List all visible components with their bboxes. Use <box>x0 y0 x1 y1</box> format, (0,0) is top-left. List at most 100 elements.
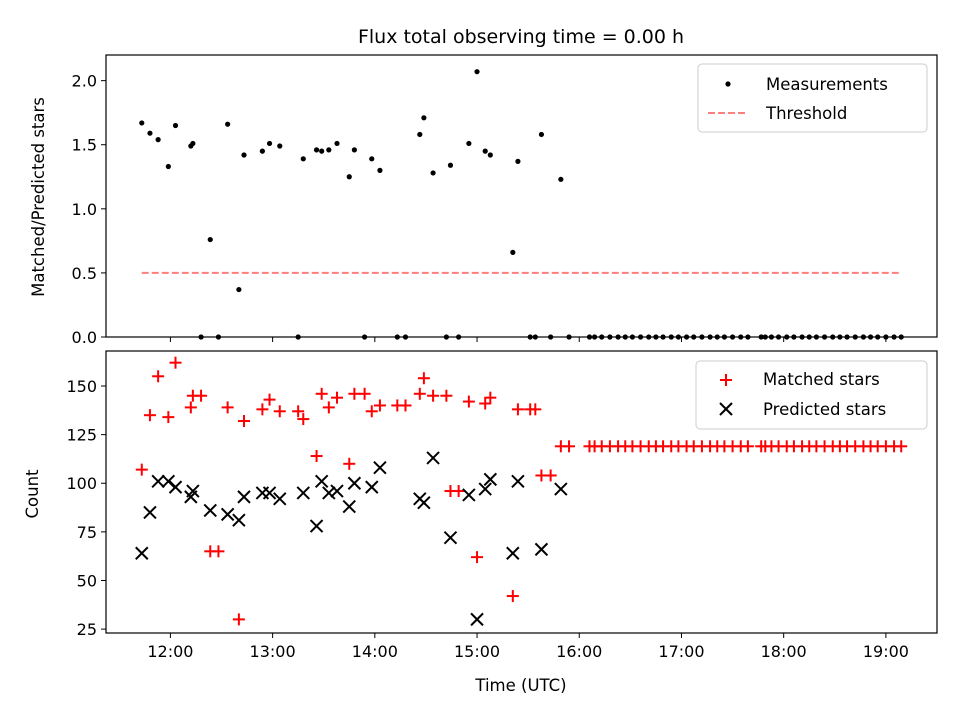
bottom-y-axis-label: Count <box>23 469 42 519</box>
y-tick-label: 100 <box>66 474 97 493</box>
data-point <box>351 147 357 153</box>
data-point <box>152 370 165 383</box>
x-tick-label: 19:00 <box>863 642 909 661</box>
data-point <box>232 513 246 527</box>
y-tick-label: 1.0 <box>72 200 97 219</box>
series-predicted-stars <box>135 451 568 627</box>
legend-predicted-marker <box>719 402 733 416</box>
data-point <box>292 405 305 418</box>
bottom-legend: Matched stars Predicted stars <box>695 360 928 430</box>
y-tick-label: 1.5 <box>72 136 97 155</box>
chart-title: Flux total observing time = 0.00 h <box>358 26 684 48</box>
data-point <box>377 167 383 173</box>
data-point <box>373 399 386 412</box>
data-point <box>343 457 356 470</box>
data-point <box>358 387 371 400</box>
data-point <box>263 393 276 406</box>
y-tick-label: 50 <box>77 571 97 590</box>
data-point <box>417 372 430 385</box>
data-point <box>470 612 484 627</box>
data-point <box>169 356 182 369</box>
legend-threshold-label: Threshold <box>765 104 847 123</box>
axes-frame <box>105 54 938 338</box>
x-axis-ticks: 12:00 13:00 14:00 15:00 16:00 17:00 18:00 19:00 <box>147 633 909 661</box>
data-point <box>538 131 545 138</box>
data-point <box>212 545 225 558</box>
data-point <box>319 148 325 154</box>
data-point <box>417 495 431 510</box>
data-point <box>256 403 269 416</box>
data-point <box>151 474 165 489</box>
data-point <box>143 505 157 520</box>
y-tick-label: 150 <box>66 377 97 396</box>
data-point <box>190 140 196 147</box>
data-point <box>297 413 310 426</box>
data-point <box>365 405 378 418</box>
data-point <box>135 546 149 560</box>
data-point <box>195 389 208 402</box>
legend-measurements-marker <box>725 81 731 87</box>
data-point <box>369 156 375 162</box>
data-point <box>554 482 568 496</box>
data-point <box>511 474 525 489</box>
data-point <box>346 174 352 180</box>
data-point <box>529 403 542 416</box>
data-point <box>162 411 175 424</box>
x-tick-label: 12:00 <box>147 642 193 661</box>
data-point <box>544 469 557 482</box>
data-point <box>474 69 480 75</box>
data-point <box>471 551 484 564</box>
data-point <box>322 401 335 414</box>
data-point <box>563 440 576 453</box>
data-point <box>273 492 287 506</box>
data-point <box>478 482 492 496</box>
series-matched-stars <box>135 356 908 626</box>
data-point <box>172 122 179 129</box>
data-point <box>203 503 217 518</box>
data-point <box>207 236 213 243</box>
x-tick-label: 17:00 <box>658 642 704 661</box>
data-point <box>135 463 148 476</box>
data-point <box>515 158 521 164</box>
x-axis-ticks <box>169 337 887 342</box>
data-point <box>510 249 516 255</box>
data-point <box>309 519 324 533</box>
data-point <box>421 115 427 121</box>
data-point <box>262 486 277 500</box>
data-point <box>186 484 200 498</box>
top-plot-area: 0.0 0.5 1.0 1.5 2.0 <box>72 54 938 347</box>
data-point <box>483 472 498 487</box>
data-point <box>427 389 440 402</box>
y-tick-label: 75 <box>77 523 97 542</box>
legend-measurements-label: Measurements <box>766 75 888 94</box>
data-point <box>315 387 328 400</box>
x-axis-label: Time (UTC) <box>474 676 566 695</box>
data-point <box>310 450 323 463</box>
data-point <box>452 485 465 498</box>
data-point <box>334 140 340 147</box>
data-point <box>147 130 153 136</box>
data-point <box>365 480 379 494</box>
data-point <box>277 143 283 149</box>
data-point <box>342 499 356 514</box>
bottom-plot-area: 25 50 75 100 125 150 12:00 13:00 14:00 15:00 16:00… <box>66 350 938 661</box>
data-point <box>168 480 183 494</box>
data-point <box>348 387 361 400</box>
data-point <box>447 162 454 168</box>
legend-predicted-label: Predicted stars <box>763 400 886 419</box>
y-axis-ticks: 25 50 75 100 125 150 <box>66 377 106 639</box>
data-point <box>506 590 519 603</box>
data-point <box>417 131 423 138</box>
data-point <box>313 147 320 153</box>
data-point <box>330 484 344 498</box>
legend-matched-label: Matched stars <box>763 370 880 389</box>
data-point <box>443 530 458 545</box>
x-tick-label: 18:00 <box>761 642 807 661</box>
x-tick-label: 14:00 <box>352 642 398 661</box>
data-point <box>300 156 306 162</box>
data-point <box>232 613 245 626</box>
data-point <box>413 387 426 400</box>
data-point <box>273 405 286 418</box>
data-point <box>241 152 247 158</box>
